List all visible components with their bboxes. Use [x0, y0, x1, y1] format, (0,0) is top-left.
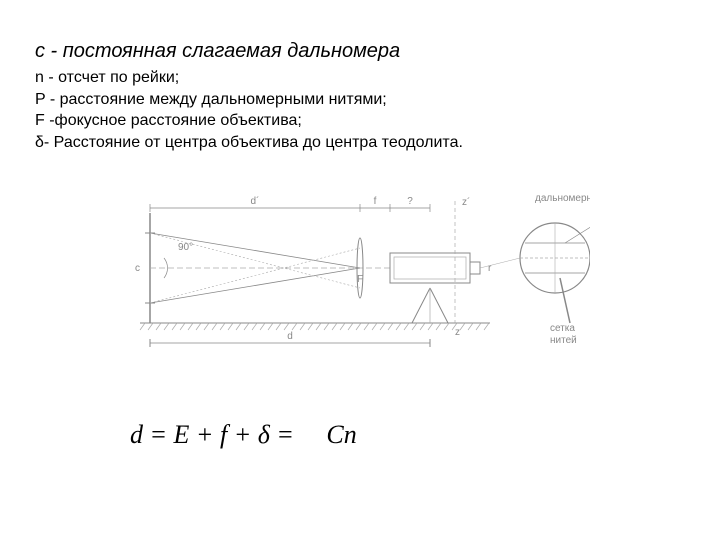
svg-text:90°: 90° — [178, 242, 193, 253]
svg-text:f: f — [374, 196, 377, 207]
definitions-block: n - отсчет по рейки; P - расстояние межд… — [35, 67, 685, 153]
svg-text:z: z — [455, 327, 460, 338]
formula-lhs: d = E + f + δ = — [130, 420, 294, 449]
svg-text:z´: z´ — [462, 196, 470, 208]
svg-text:c: c — [135, 263, 140, 274]
formula: d = E + f + δ = Cn — [130, 420, 357, 450]
def-p: P - расстояние между дальномерными нитям… — [35, 89, 685, 111]
def-delta: δ- Расстояние от центра объектива до цен… — [35, 132, 685, 154]
svg-text:?: ? — [407, 196, 413, 207]
svg-text:сетка: сетка — [550, 323, 575, 334]
def-n: n - отсчет по рейки; — [35, 67, 685, 89]
svg-text:d´: d´ — [251, 195, 260, 207]
formula-rhs: n — [344, 420, 357, 449]
svg-text:F: F — [357, 274, 363, 285]
svg-text:d: d — [287, 331, 293, 342]
svg-text:нитей: нитей — [550, 335, 577, 346]
svg-text:r: r — [488, 263, 492, 274]
page-title: с - постоянная слагаемая дальномера — [35, 40, 685, 63]
optical-diagram: d´f?z´c90°Fdrzav´bдальномерные нитисетка… — [130, 183, 590, 383]
formula-c: C — [326, 420, 343, 449]
def-f: F -фокусное расстояние объектива; — [35, 110, 685, 132]
svg-text:дальномерные нити: дальномерные нити — [535, 193, 590, 204]
